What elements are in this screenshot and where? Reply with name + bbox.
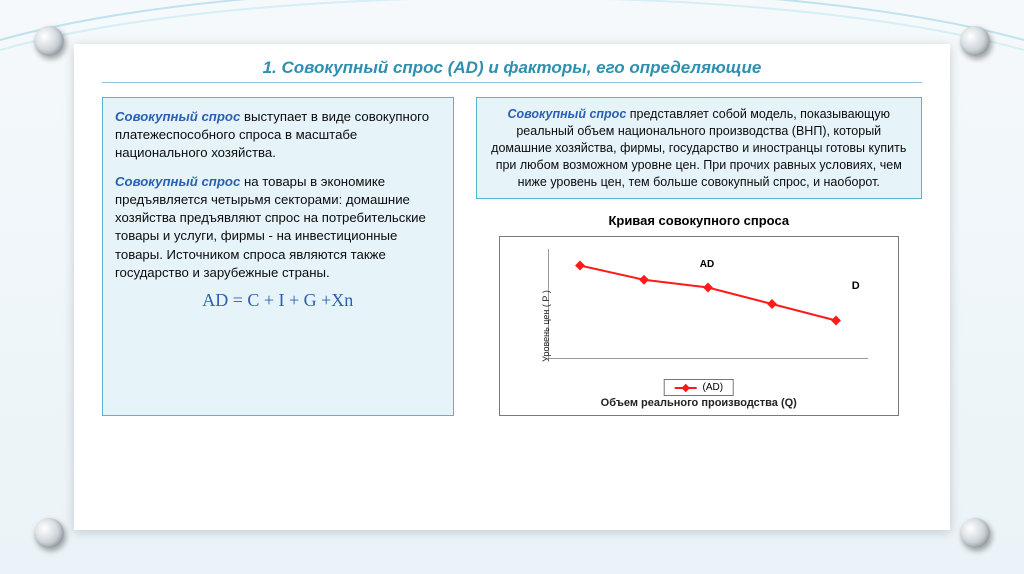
content-columns: Совокупный спрос выступает в виде совоку… [102, 97, 922, 416]
term-1: Совокупный спрос [115, 109, 240, 124]
title-underline [102, 82, 922, 83]
chart-container: Кривая совокупного спроса Уровень цен ( … [476, 213, 922, 416]
right-column: Совокупный спрос представляет собой моде… [476, 97, 922, 416]
paragraph-1: Совокупный спрос выступает в виде совоку… [115, 108, 441, 163]
chart-frame: Уровень цен ( Р ) Объем реального произв… [499, 236, 899, 416]
paragraph-2-rest: на товары в экономике предъявляется четы… [115, 174, 426, 280]
legend-label: (AD) [702, 382, 723, 393]
slide-title: 1. Совокупный спрос (AD) и факторы, его … [102, 58, 922, 78]
definition-box-left: Совокупный спрос выступает в виде совоку… [102, 97, 454, 416]
corner-bolt-bottom-left [34, 518, 64, 548]
definition-box-right: Совокупный спрос представляет собой моде… [476, 97, 922, 199]
corner-bolt-top-left [34, 26, 64, 56]
corner-bolt-bottom-right [960, 518, 990, 548]
slide-card: 1. Совокупный спрос (AD) и факторы, его … [74, 44, 950, 530]
paragraph-2: Совокупный спрос на товары в экономике п… [115, 173, 441, 282]
annotation-ad: AD [700, 259, 714, 270]
x-axis-label: Объем реального производства (Q) [500, 397, 898, 409]
term-3: Совокупный спрос [508, 107, 627, 121]
annotation-d: D [852, 280, 860, 292]
term-2: Совокупный спрос [115, 174, 240, 189]
legend-badge: (AD) [663, 379, 734, 396]
legend-line-icon [674, 387, 696, 389]
chart-title: Кривая совокупного спроса [608, 213, 789, 228]
formula-ad: AD = C + I + G +Xn [115, 288, 441, 313]
corner-bolt-top-right [960, 26, 990, 56]
